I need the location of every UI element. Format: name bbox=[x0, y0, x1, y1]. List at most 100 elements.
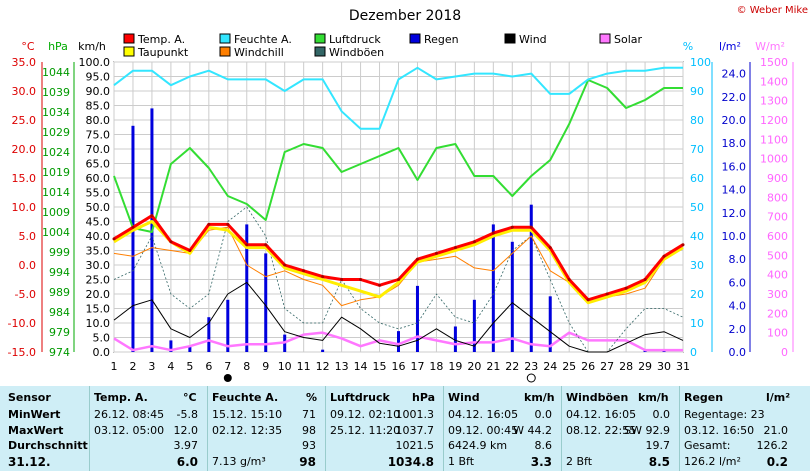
temp-point-26 bbox=[586, 298, 590, 302]
tick-pct-3: 70 bbox=[690, 143, 704, 156]
summary-minwert-wind: 0.0 bbox=[534, 408, 553, 421]
summary-durchschnitt-rain_label: Gesamt: bbox=[684, 439, 731, 452]
temp-point-3 bbox=[150, 214, 154, 218]
tick-x-12: 12 bbox=[316, 360, 330, 373]
rain-bar-5 bbox=[188, 346, 192, 352]
tick-x-8: 8 bbox=[243, 360, 250, 373]
tick-x-7: 7 bbox=[224, 360, 231, 373]
temp-point-25 bbox=[567, 278, 571, 281]
tick-hpa-14: 974 bbox=[49, 346, 70, 359]
legend-label-0: Temp. A. bbox=[137, 33, 185, 46]
hdr-sensor: Sensor bbox=[8, 391, 51, 404]
tick-solar-9: 600 bbox=[767, 230, 788, 243]
tick-rain-9: 6.0 bbox=[729, 276, 747, 289]
tick-kmh-0: 100.0 bbox=[79, 56, 111, 69]
tick-solar-3: 1200 bbox=[760, 114, 788, 127]
tick-hpa-6: 1014 bbox=[42, 186, 70, 199]
summary-maxwert-temp_time: 03.12. 05:00 bbox=[94, 423, 165, 437]
tick-solar-1: 1400 bbox=[760, 75, 788, 88]
tick-rain-0: 24.0 bbox=[722, 68, 747, 81]
hdr-press: Luftdruck bbox=[330, 391, 390, 404]
summary-minwert-temp_time: 26.12. 08:45 bbox=[94, 408, 165, 421]
copyright: © Weber Mike bbox=[737, 5, 808, 16]
rain-bar-23 bbox=[529, 204, 533, 352]
tick-hpa-10: 994 bbox=[49, 266, 70, 279]
rain-bar-8 bbox=[245, 224, 249, 352]
summary-31-12--rain_label: 126.2 l/m² bbox=[684, 454, 741, 468]
tick-rain-5: 14.0 bbox=[722, 184, 747, 197]
tick-hpa-11: 989 bbox=[49, 286, 70, 299]
summary-minwert-hum_time: 15.12. 15:10 bbox=[212, 408, 283, 421]
tick-solar-2: 1300 bbox=[760, 95, 788, 108]
summary-31-12--wind: 3.3 bbox=[530, 454, 552, 469]
temp-point-14 bbox=[359, 278, 363, 281]
tick-hpa-4: 1024 bbox=[42, 146, 70, 159]
tick-pct-5: 50 bbox=[690, 201, 704, 214]
tick-solar-8: 700 bbox=[767, 211, 788, 224]
temp-point-22 bbox=[510, 225, 514, 229]
temp-point-24 bbox=[548, 246, 552, 250]
tick-x-18: 18 bbox=[429, 360, 443, 373]
tick-x-11: 11 bbox=[297, 360, 311, 373]
summary-minwert-temp: -5.8 bbox=[176, 408, 198, 421]
tick-kmh-2: 90.0 bbox=[86, 85, 111, 98]
tick-pct-2: 80 bbox=[690, 114, 704, 127]
tick-temp-10: -15.0 bbox=[8, 346, 36, 359]
hdr-temp-unit: °C bbox=[183, 391, 197, 404]
tick-solar-13: 200 bbox=[767, 307, 788, 320]
tick-x-2: 2 bbox=[129, 360, 136, 373]
hdr-temp: Temp. A. bbox=[94, 391, 148, 404]
temp-point-9 bbox=[264, 243, 268, 247]
temp-point-13 bbox=[340, 278, 344, 281]
summary-31-12--gust: 8.5 bbox=[648, 454, 670, 469]
rain-bar-19 bbox=[453, 326, 457, 352]
rain-bar-22 bbox=[510, 241, 514, 352]
tick-x-29: 29 bbox=[638, 360, 652, 373]
rain-bar-6 bbox=[207, 317, 211, 352]
rain-bar-9 bbox=[264, 253, 268, 352]
tick-kmh-20: 0.0 bbox=[93, 346, 111, 359]
summary-durchschnitt-gust: 19.7 bbox=[645, 439, 671, 452]
tick-rain-12: 0.0 bbox=[729, 346, 747, 359]
moon-new-icon bbox=[223, 374, 232, 382]
tick-hpa-2: 1034 bbox=[42, 106, 70, 119]
tick-kmh-11: 45.0 bbox=[86, 216, 111, 229]
tick-temp-7: 0.0 bbox=[19, 259, 37, 272]
tick-pct-9: 10 bbox=[690, 317, 704, 330]
tick-solar-6: 900 bbox=[767, 172, 788, 185]
legend-label-1: Feuchte A. bbox=[234, 33, 292, 46]
tick-x-24: 24 bbox=[543, 360, 557, 373]
rain-bar-12 bbox=[321, 349, 325, 352]
tick-temp-3: 20.0 bbox=[12, 143, 37, 156]
tick-x-22: 22 bbox=[505, 360, 519, 373]
legend-label-8: Windböen bbox=[329, 46, 384, 59]
summary-31-12--label: 31.12. bbox=[8, 454, 51, 469]
tick-x-15: 15 bbox=[373, 360, 387, 373]
tick-x-14: 14 bbox=[354, 360, 368, 373]
tick-rain-1: 22.0 bbox=[722, 91, 747, 104]
summary-maxwert-gust_time: 08.12. 22:55 bbox=[566, 423, 637, 437]
temp-point-21 bbox=[491, 231, 495, 235]
summary-31-12--rain: 0.2 bbox=[766, 454, 788, 469]
tick-rain-2: 20.0 bbox=[722, 114, 747, 127]
temp-point-20 bbox=[472, 240, 476, 244]
rain-bar-4 bbox=[169, 340, 173, 352]
tick-temp-9: -10.0 bbox=[8, 317, 36, 330]
summary-maxwert-rain_label: 03.12. 16:50 bbox=[684, 423, 755, 437]
hdr-press-unit: hPa bbox=[412, 391, 436, 404]
summary-maxwert-label: MaxWert bbox=[8, 423, 64, 437]
temp-point-11 bbox=[302, 269, 306, 273]
tick-x-1: 1 bbox=[111, 360, 118, 373]
temp-point-12 bbox=[321, 275, 325, 279]
summary-minwert-press_time: 09.12. 02:10 bbox=[330, 408, 401, 421]
tick-hpa-3: 1029 bbox=[42, 126, 70, 139]
hdr-wind: Wind bbox=[448, 391, 480, 404]
tick-temp-1: 30.0 bbox=[12, 85, 37, 98]
tick-kmh-10: 50.0 bbox=[86, 201, 111, 214]
tick-solar-10: 500 bbox=[767, 249, 788, 262]
hdr-hum: Feuchte A. bbox=[212, 391, 279, 404]
legend-swatch-3 bbox=[409, 33, 421, 44]
hdr-wind-unit: km/h bbox=[524, 391, 555, 404]
unit-temp: °C bbox=[21, 40, 35, 53]
tick-kmh-8: 60.0 bbox=[86, 172, 111, 185]
